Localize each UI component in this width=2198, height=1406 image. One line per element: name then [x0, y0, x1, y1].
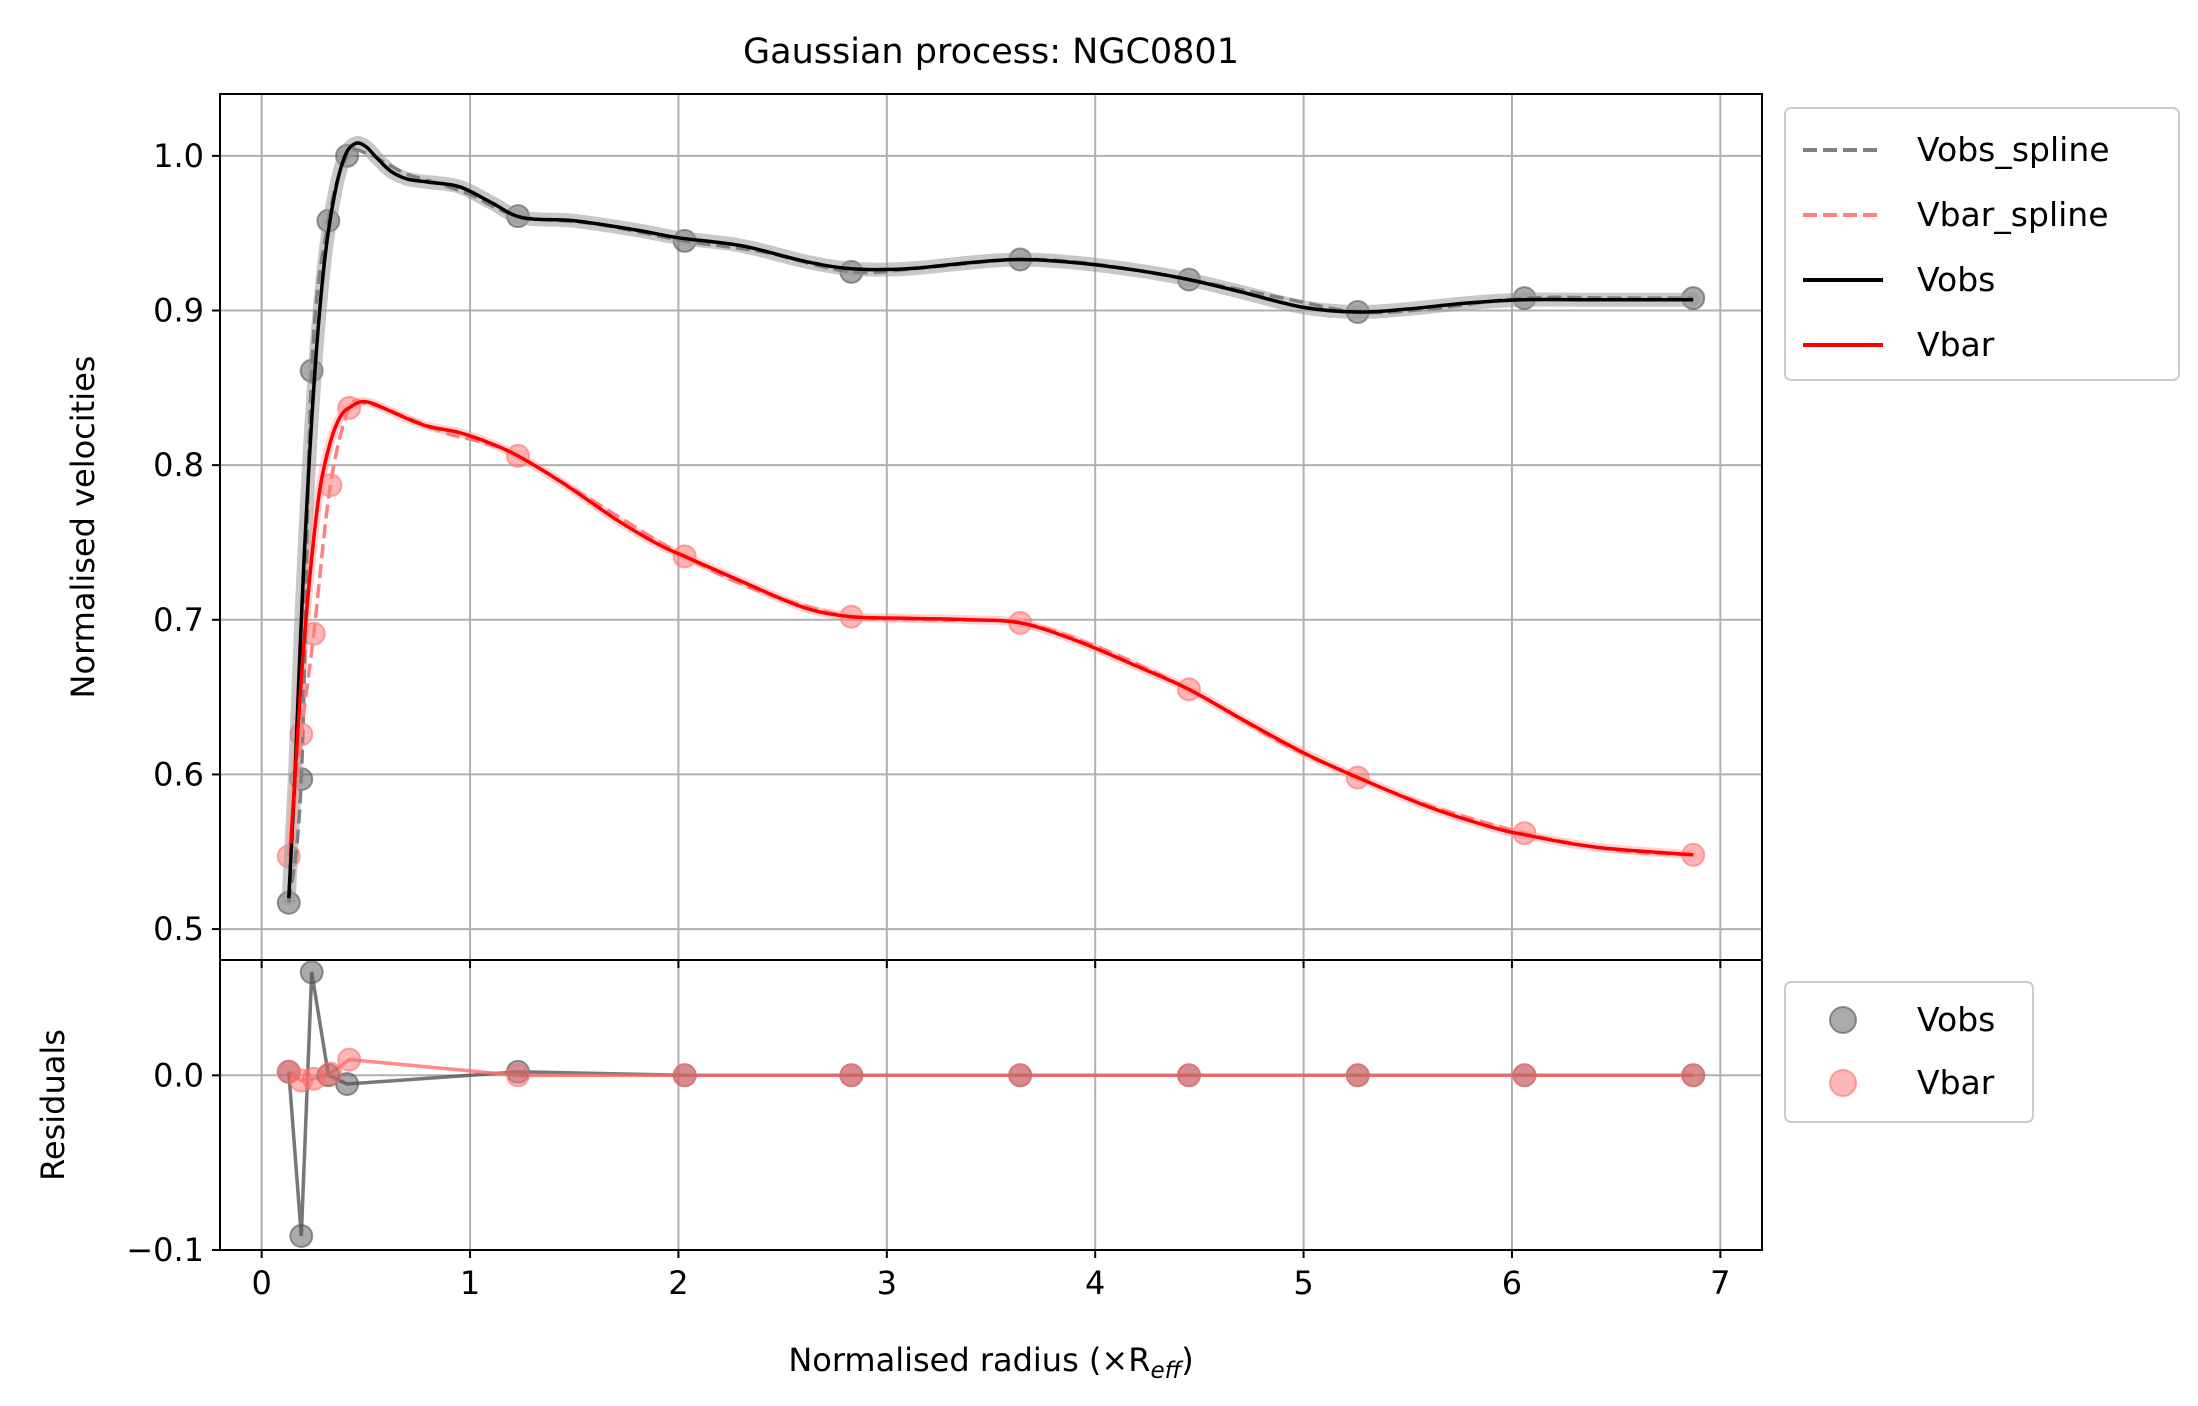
y-tick-label-residuals: −0.1 [126, 1231, 204, 1269]
legend-residuals: Vobs Vbar [1784, 981, 2034, 1123]
residual-point-vbar [505, 1063, 530, 1088]
series-line-vbar-spline [287, 398, 1694, 857]
legend-marker [1829, 1006, 1857, 1034]
residual-point-vbar [1512, 1063, 1537, 1088]
legend-label: Vobs_spline [1917, 130, 2110, 169]
main-plot-ticks: 0.5 0.6 0.7 0.8 0.9 1.0 [153, 137, 1722, 968]
y-tick-label-main: 0.7 [153, 601, 204, 639]
legend-label: Vobs [1917, 1000, 1995, 1039]
series-line-vbar [289, 399, 1694, 857]
residual-point-vbar [1176, 1063, 1201, 1088]
legend-marker [1829, 1069, 1857, 1097]
vobs-uncertainty-band [281, 136, 1701, 906]
residual-point-vbar [672, 1063, 697, 1088]
x-tick-label: 4 [1085, 1264, 1105, 1302]
x-tick-label: 6 [1502, 1264, 1522, 1302]
legend-main: Vobs_spline Vbar_spline Vobs Vbar [1784, 107, 2180, 381]
x-tick-label: 1 [460, 1264, 480, 1302]
residual-point-vbar [1345, 1063, 1370, 1088]
residual-plot-marks [276, 960, 1706, 1249]
chart-title: Gaussian process: NGC0801 [743, 32, 1239, 72]
residual-point-vbar [839, 1063, 864, 1088]
x-tick-label: 7 [1710, 1264, 1730, 1302]
legend-label: Vbar_spline [1917, 195, 2109, 234]
residual-plot-frame [219, 959, 1763, 1251]
residual-point-vobs [299, 960, 324, 985]
legend-main-box [1784, 107, 2180, 381]
legend-label: Vbar [1917, 325, 1995, 364]
x-tick-label: 0 [251, 1264, 271, 1302]
y-axis-label-main: Normalised velocities [64, 356, 102, 699]
x-axis-label: Normalised radius (×Reff) [788, 1341, 1193, 1384]
legend-label: Vobs [1917, 260, 1995, 299]
y-tick-label-main: 0.6 [153, 755, 204, 793]
main-plot-grid [220, 94, 1762, 960]
residual-point-vbar [337, 1047, 362, 1072]
residual-line-vobs [287, 971, 1694, 1237]
x-tick-label: 5 [1293, 1264, 1313, 1302]
y-tick-label-main: 1.0 [153, 137, 204, 175]
residual-point-vbar [1681, 1063, 1706, 1088]
x-tick-label: 3 [877, 1264, 897, 1302]
residual-plot-ticks: 0 1 2 3 4 5 6 7 −0.1 0.0 [126, 1056, 1730, 1302]
y-tick-label-main: 0.9 [153, 292, 204, 330]
residual-point-vbar [1008, 1063, 1033, 1088]
x-axis-label-subscript: eff [1150, 1358, 1183, 1384]
y-tick-label-residuals: 0.0 [153, 1056, 204, 1094]
series-line-vobs [287, 141, 1694, 899]
y-tick-label-main: 0.5 [153, 910, 204, 948]
legend-residuals-box [1784, 981, 2034, 1123]
y-axis-label-residuals: Residuals [34, 1029, 72, 1181]
residual-point-vobs [289, 1224, 314, 1249]
vbar-uncertainty-band [286, 397, 1698, 860]
residual-plot-grid [220, 960, 1762, 1251]
residual-line-vbar [287, 1057, 1694, 1083]
legend-label: Vbar [1917, 1063, 1995, 1102]
y-tick-label-main: 0.8 [153, 446, 204, 484]
main-plot-marks [276, 136, 1706, 915]
residual-point-vbar [318, 1061, 343, 1086]
x-tick-label: 2 [668, 1264, 688, 1302]
